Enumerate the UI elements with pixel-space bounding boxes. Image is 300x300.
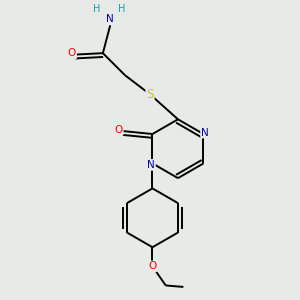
Text: O: O (148, 261, 157, 271)
Text: O: O (68, 48, 76, 58)
Text: O: O (115, 124, 123, 135)
Text: N: N (201, 128, 209, 137)
Text: H: H (118, 4, 126, 14)
Text: S: S (146, 88, 154, 101)
Text: H: H (93, 4, 101, 14)
Text: N: N (106, 14, 114, 24)
Text: N: N (147, 160, 155, 170)
